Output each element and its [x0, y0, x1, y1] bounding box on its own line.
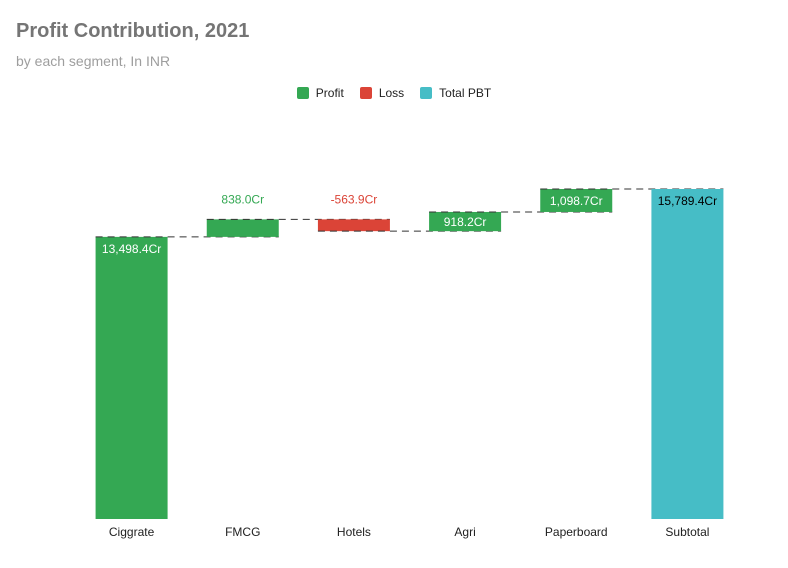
legend-swatch-profit: [296, 87, 309, 99]
x-tick-label-hotels: Hotels: [337, 525, 371, 539]
legend-label-total: Total PBT: [439, 86, 492, 100]
bar-subtotal[interactable]: [651, 189, 724, 519]
legend: Profit Loss Total PBT: [0, 86, 788, 100]
bar-hotels[interactable]: [317, 219, 390, 232]
legend-label-profit: Profit: [315, 86, 344, 100]
legend-label-loss: Loss: [378, 86, 405, 100]
chart-subtitle: by each segment, In INR: [16, 53, 171, 69]
x-tick-label-subtotal: Subtotal: [665, 525, 709, 539]
data-label-ciggrate: 13,498.4Cr: [102, 242, 161, 256]
x-tick-label-ciggrate: Ciggrate: [109, 525, 155, 539]
legend-swatch-total: [420, 87, 433, 99]
bar-agri[interactable]: [429, 211, 502, 232]
data-label-fmcg: 838.0Cr: [221, 192, 264, 206]
chart-title: Profit Contribution, 2021: [16, 20, 250, 42]
legend-item-total[interactable]: Total PBT: [420, 86, 491, 100]
legend-item-loss[interactable]: Loss: [359, 86, 405, 100]
bar-fmcg[interactable]: [206, 219, 279, 237]
data-label-subtotal: 15,789.4Cr: [658, 194, 717, 208]
legend-swatch-loss: [359, 87, 372, 99]
x-tick-label-fmcg: FMCG: [225, 525, 260, 539]
bar-ciggrate[interactable]: [95, 236, 168, 519]
data-label-agri: 918.2Cr: [444, 215, 487, 229]
data-label-paperboard: 1,098.7Cr: [550, 194, 603, 208]
x-tick-label-paperboard: Paperboard: [545, 525, 608, 539]
bar-paperboard[interactable]: [540, 189, 613, 212]
legend-item-profit[interactable]: Profit: [296, 86, 344, 100]
x-tick-label-agri: Agri: [454, 525, 475, 539]
data-label-hotels: -563.9Cr: [331, 192, 378, 206]
